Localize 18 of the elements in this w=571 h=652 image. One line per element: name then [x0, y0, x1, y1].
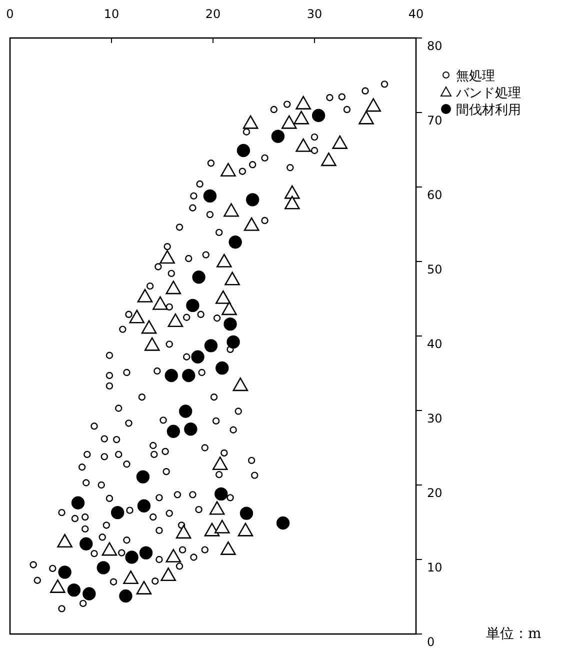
y-tick-label: 70 [427, 114, 442, 128]
legend-label: 無処理 [456, 69, 495, 84]
legend-label: 間伐材利用 [456, 103, 521, 118]
legend-label: バンド処理 [455, 86, 521, 101]
y-tick-label: 10 [427, 560, 442, 574]
y-tick-label: 50 [427, 262, 442, 276]
y-tick-label: 60 [427, 188, 442, 202]
y-tick-label: 0 [427, 635, 435, 649]
y-tick-label: 30 [427, 412, 442, 426]
y-tick-label: 80 [427, 39, 442, 53]
x-tick-label: 20 [205, 7, 221, 21]
y-tick-label: 40 [427, 337, 442, 351]
text: 単位：m [486, 626, 542, 642]
x-tick-label: 10 [104, 7, 120, 21]
x-tick-label: 0 [6, 7, 14, 21]
y-tick-label: 20 [427, 486, 442, 500]
x-tick-label: 40 [408, 7, 424, 21]
x-tick-label: 30 [306, 7, 322, 21]
